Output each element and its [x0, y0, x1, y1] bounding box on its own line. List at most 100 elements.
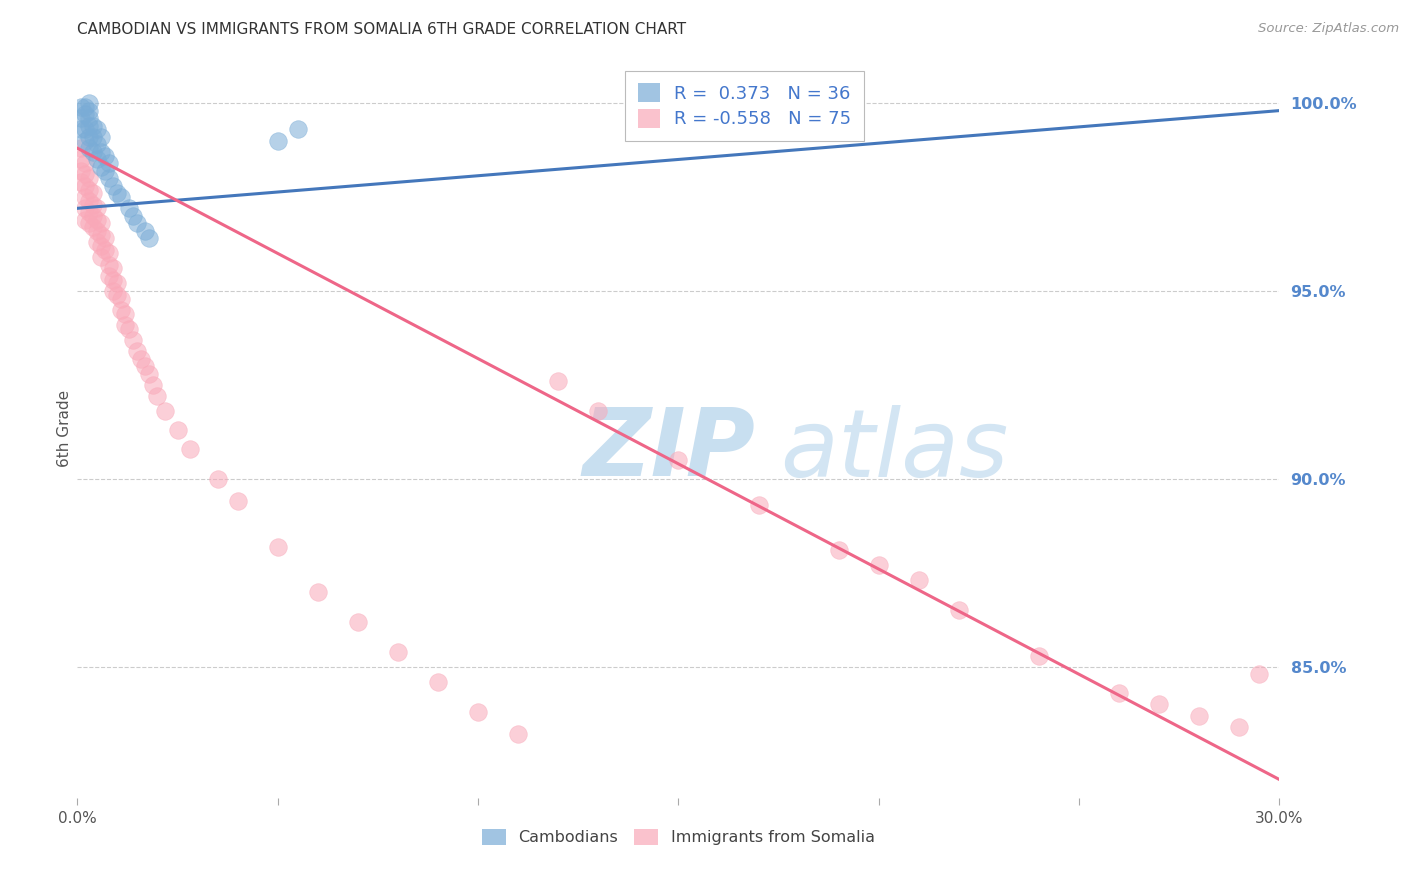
Point	[75, 202, 97, 216]
Point	[98, 258, 121, 272]
Point	[114, 306, 136, 320]
Point	[82, 220, 104, 235]
Point	[110, 190, 132, 204]
Point	[90, 160, 112, 174]
Point	[98, 171, 121, 186]
Point	[79, 182, 101, 196]
Point	[207, 472, 229, 486]
Point	[1028, 648, 1050, 663]
Point	[427, 674, 450, 689]
Point	[138, 367, 160, 381]
Point	[107, 277, 129, 291]
Point	[146, 389, 169, 403]
Point	[86, 137, 108, 152]
Point	[75, 134, 97, 148]
Point	[79, 141, 101, 155]
Point	[86, 224, 108, 238]
Point	[166, 423, 188, 437]
Point	[267, 540, 290, 554]
Point	[127, 344, 149, 359]
Point	[134, 224, 156, 238]
Point	[90, 239, 112, 253]
Point	[467, 705, 489, 719]
Point	[70, 175, 93, 189]
Point	[134, 359, 156, 373]
Point	[86, 153, 108, 167]
Point	[155, 404, 177, 418]
Point	[98, 156, 121, 170]
Point	[98, 268, 121, 283]
Point	[90, 129, 112, 144]
Point	[307, 584, 329, 599]
Point	[226, 494, 249, 508]
Point	[131, 351, 153, 366]
Point	[347, 615, 370, 629]
Point	[82, 119, 104, 133]
Point	[82, 145, 104, 159]
Point	[1249, 667, 1271, 681]
Point	[828, 543, 851, 558]
Point	[114, 318, 136, 332]
Point	[90, 145, 112, 159]
Point	[86, 202, 108, 216]
Point	[79, 205, 101, 219]
Point	[75, 107, 97, 121]
Point	[79, 119, 101, 133]
Point	[90, 227, 112, 242]
Point	[122, 209, 145, 223]
Point	[142, 378, 165, 392]
Point	[75, 168, 97, 182]
Point	[948, 603, 970, 617]
Point	[1188, 708, 1211, 723]
Text: ZIP: ZIP	[582, 404, 755, 496]
Point	[86, 235, 108, 249]
Point	[118, 202, 141, 216]
Point	[70, 100, 93, 114]
Point	[588, 404, 610, 418]
Point	[138, 231, 160, 245]
Point	[79, 129, 101, 144]
Point	[70, 122, 93, 136]
Point	[118, 321, 141, 335]
Point	[868, 558, 890, 573]
Point	[508, 727, 530, 741]
Point	[110, 292, 132, 306]
Y-axis label: 6th Grade: 6th Grade	[56, 390, 72, 467]
Point	[1108, 686, 1130, 700]
Point	[103, 284, 125, 298]
Point	[179, 442, 201, 456]
Point	[82, 186, 104, 201]
Point	[110, 302, 132, 317]
Point	[748, 498, 770, 512]
Legend: Cambodians, Immigrants from Somalia: Cambodians, Immigrants from Somalia	[474, 821, 883, 854]
Point	[70, 111, 93, 125]
Point	[75, 100, 97, 114]
Point	[127, 216, 149, 230]
Point	[122, 333, 145, 347]
Point	[86, 212, 108, 227]
Point	[75, 122, 97, 136]
Point	[90, 250, 112, 264]
Point	[107, 287, 129, 301]
Point	[75, 212, 97, 227]
Point	[82, 209, 104, 223]
Point	[75, 190, 97, 204]
Point	[70, 141, 93, 155]
Text: atlas: atlas	[780, 405, 1010, 496]
Point	[387, 645, 409, 659]
Point	[103, 261, 125, 276]
Point	[75, 156, 97, 170]
Point	[94, 163, 117, 178]
Point	[1229, 720, 1251, 734]
Point	[103, 273, 125, 287]
Point	[94, 149, 117, 163]
Point	[79, 96, 101, 111]
Point	[1149, 698, 1171, 712]
Point	[86, 122, 108, 136]
Point	[79, 103, 101, 118]
Point	[94, 243, 117, 257]
Point	[908, 574, 931, 588]
Point	[287, 122, 309, 136]
Point	[107, 186, 129, 201]
Point	[547, 374, 569, 388]
